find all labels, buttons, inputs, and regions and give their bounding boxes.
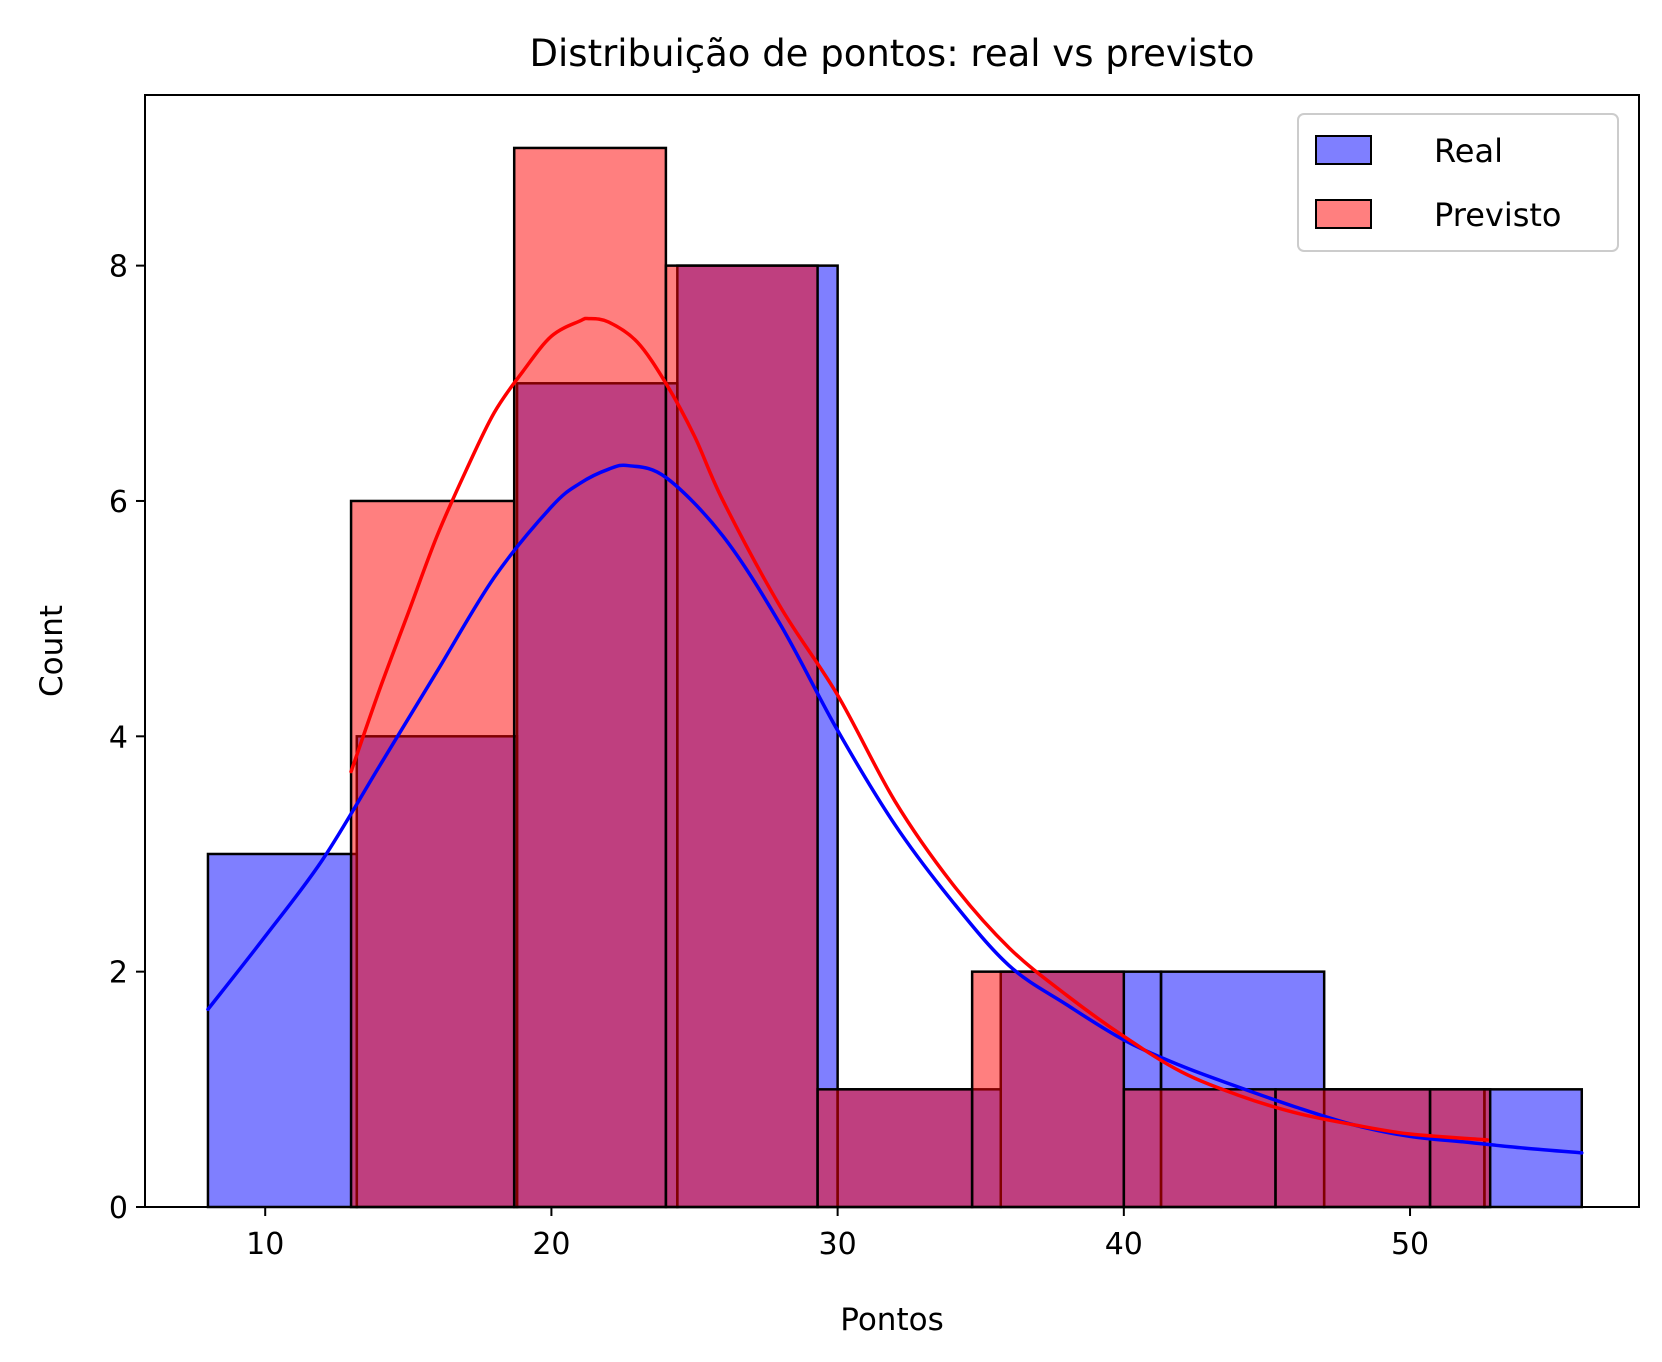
legend-swatch-real bbox=[1315, 135, 1372, 165]
y-tick-label: 0 bbox=[109, 1191, 128, 1226]
bar-previsto-4 bbox=[970, 970, 1126, 1209]
y-axis-title: Count bbox=[34, 605, 70, 697]
x-tick-label: 40 bbox=[1105, 1227, 1143, 1262]
bar-previsto-1 bbox=[512, 146, 668, 1209]
y-tick-label: 8 bbox=[109, 250, 128, 285]
x-axis: 10 20 30 40 50 bbox=[246, 1207, 1429, 1262]
legend-swatch-previsto bbox=[1315, 199, 1372, 229]
legend: Real Previsto bbox=[1297, 113, 1619, 252]
legend-label-real: Real bbox=[1434, 132, 1503, 170]
bar-previsto-2 bbox=[664, 264, 819, 1209]
plot-frame bbox=[144, 94, 1640, 1208]
y-tick-label: 6 bbox=[109, 485, 128, 520]
y-tick-label: 4 bbox=[109, 720, 128, 755]
bar-previsto-3 bbox=[816, 1088, 974, 1209]
x-axis-title: Pontos bbox=[840, 1302, 943, 1338]
x-tick-label: 10 bbox=[246, 1227, 284, 1262]
bar-previsto-5 bbox=[1122, 1088, 1277, 1209]
x-tick-label: 30 bbox=[819, 1227, 857, 1262]
bar-previsto-7 bbox=[1428, 1088, 1492, 1209]
legend-label-previsto: Previsto bbox=[1434, 196, 1562, 234]
y-axis: 0 2 4 6 8 bbox=[109, 250, 145, 1226]
kde-line-previsto bbox=[349, 316, 1490, 1142]
y-tick-label: 2 bbox=[109, 956, 128, 991]
kde-line-real bbox=[206, 463, 1584, 1155]
bars-layer bbox=[206, 146, 1584, 1209]
x-tick-label: 50 bbox=[1391, 1227, 1429, 1262]
chart-title: Distribuição de pontos: real vs previsto bbox=[530, 32, 1255, 75]
x-tick-label: 20 bbox=[532, 1227, 570, 1262]
kde-layer bbox=[206, 316, 1584, 1155]
bar-real-0 bbox=[206, 852, 359, 1209]
legend-frame bbox=[1297, 113, 1619, 252]
bar-previsto-0 bbox=[349, 499, 516, 1209]
